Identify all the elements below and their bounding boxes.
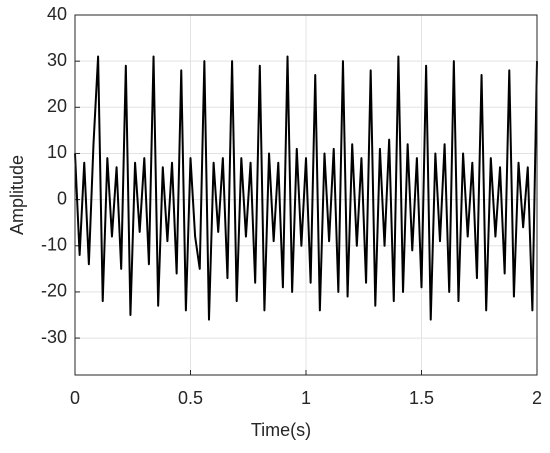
x-tick-label: 2 — [532, 388, 542, 408]
y-tick-label: 30 — [47, 50, 67, 70]
y-tick-label: 20 — [47, 96, 67, 116]
x-axis-label: Time(s) — [251, 420, 311, 440]
y-tick-label: 40 — [47, 4, 67, 24]
y-tick-label: -10 — [41, 235, 67, 255]
y-axis-label: Amplitude — [7, 155, 27, 235]
y-tick-label: 10 — [47, 142, 67, 162]
x-tick-label: 1.5 — [409, 388, 434, 408]
x-tick-label: 0 — [70, 388, 80, 408]
y-tick-label: -30 — [41, 327, 67, 347]
x-tick-label: 1 — [301, 388, 311, 408]
axes-box — [74, 14, 538, 376]
signal-line — [74, 55, 538, 321]
x-tick-label: 0.5 — [178, 388, 203, 408]
y-tick-label: -20 — [41, 281, 67, 301]
y-tick-label: 0 — [57, 188, 67, 208]
